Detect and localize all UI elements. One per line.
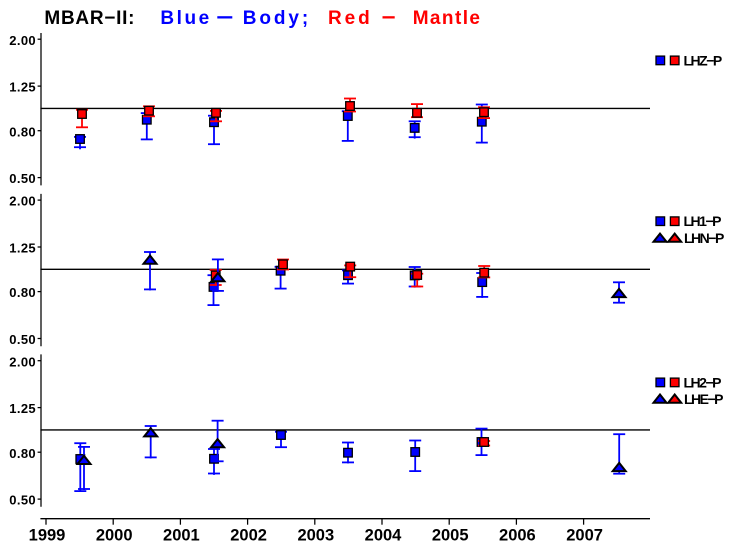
svg-text:0.50: 0.50 (9, 332, 36, 347)
svg-text:0.80: 0.80 (9, 446, 36, 461)
svg-text:0.50: 0.50 (9, 171, 36, 186)
svg-text:Mantle: Mantle (413, 8, 482, 29)
svg-text:2.00: 2.00 (9, 194, 36, 209)
svg-text:2007: 2007 (566, 527, 603, 545)
svg-text:1999: 1999 (29, 527, 66, 545)
svg-text:LHE−P: LHE−P (684, 391, 723, 407)
svg-text:MBAR−II:: MBAR−II: (44, 8, 135, 29)
svg-text:Red: Red (328, 8, 373, 29)
svg-text:1.25: 1.25 (9, 80, 36, 95)
svg-text:0.80: 0.80 (9, 124, 36, 139)
svg-text:0.80: 0.80 (9, 285, 36, 300)
svg-text:2000: 2000 (96, 527, 133, 545)
svg-text:0.50: 0.50 (9, 493, 36, 508)
svg-text:2006: 2006 (499, 527, 536, 545)
svg-text:LH2−P: LH2−P (684, 374, 722, 390)
svg-text:2002: 2002 (230, 527, 267, 545)
svg-text:LHN−P: LHN−P (684, 230, 724, 246)
svg-text:2004: 2004 (365, 527, 403, 545)
svg-text:2001: 2001 (163, 527, 200, 545)
svg-text:Body;: Body; (243, 8, 311, 29)
svg-text:2003: 2003 (297, 527, 334, 545)
svg-text:Blue: Blue (160, 8, 211, 29)
svg-text:2.00: 2.00 (9, 354, 36, 369)
svg-text:LH1−P: LH1−P (684, 213, 722, 229)
svg-text:1.25: 1.25 (9, 401, 36, 416)
svg-text:2005: 2005 (432, 527, 469, 545)
svg-text:1.25: 1.25 (9, 241, 36, 256)
svg-text:2.00: 2.00 (9, 33, 36, 48)
svg-text:LHZ−P: LHZ−P (684, 52, 722, 68)
